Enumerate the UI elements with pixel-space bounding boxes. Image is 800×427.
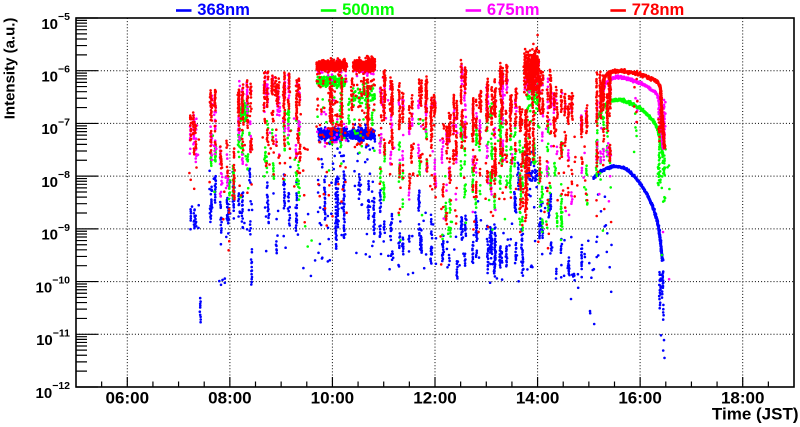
svg-text:778nm: 778nm xyxy=(632,0,685,19)
svg-text:Time (JST): Time (JST) xyxy=(712,405,799,424)
svg-text:368nm: 368nm xyxy=(197,0,250,19)
svg-text:675nm: 675nm xyxy=(487,0,540,19)
svg-text:500nm: 500nm xyxy=(342,0,395,19)
svg-text:06:00: 06:00 xyxy=(106,389,149,408)
svg-text:Intensity (a.u.): Intensity (a.u.) xyxy=(2,18,19,120)
svg-text:10:00: 10:00 xyxy=(311,389,354,408)
svg-text:16:00: 16:00 xyxy=(618,389,661,408)
svg-text:12:00: 12:00 xyxy=(413,389,456,408)
svg-text:08:00: 08:00 xyxy=(208,389,251,408)
svg-text:18:00: 18:00 xyxy=(721,389,764,408)
svg-text:14:00: 14:00 xyxy=(516,389,559,408)
